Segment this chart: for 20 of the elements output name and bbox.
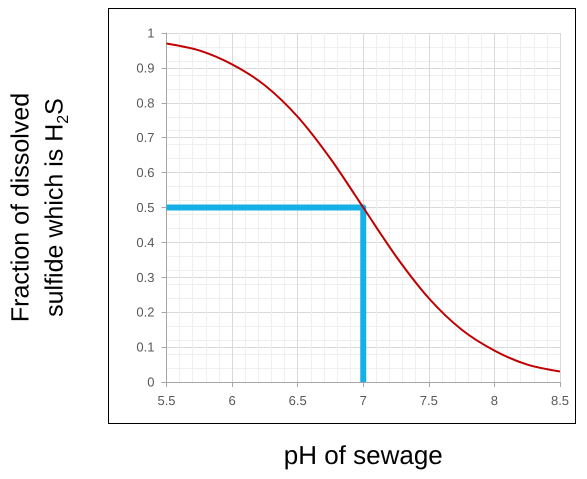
x-tick-label: 8 <box>490 393 498 408</box>
y-tick-label: 0.1 <box>136 340 154 355</box>
x-tick-label: 8.5 <box>550 393 570 408</box>
y-tick-label: 0.7 <box>136 130 154 146</box>
y-tick-label: 0.2 <box>136 304 154 320</box>
y-tick-label: 0.3 <box>136 270 154 285</box>
y-tick-label: 1 <box>147 26 154 40</box>
x-tick-label: 6 <box>228 393 236 408</box>
y-tick-label: 0.8 <box>136 95 154 110</box>
x-tick-label: 7 <box>360 393 367 408</box>
x-tick-label: 6.5 <box>288 393 307 408</box>
x-tick-label: 7.5 <box>420 393 438 408</box>
y-tick-label: 0.5 <box>136 200 154 215</box>
x-axis-title: pH of sewage <box>284 440 443 470</box>
y-tick-label: 0.9 <box>136 60 154 76</box>
x-tick-label: 5.5 <box>157 393 176 408</box>
line-series <box>166 42 561 373</box>
y-tick-label: 0.6 <box>136 165 154 180</box>
y-tick-label: 0 <box>147 374 154 390</box>
y-tick-label: 0.4 <box>136 234 154 250</box>
